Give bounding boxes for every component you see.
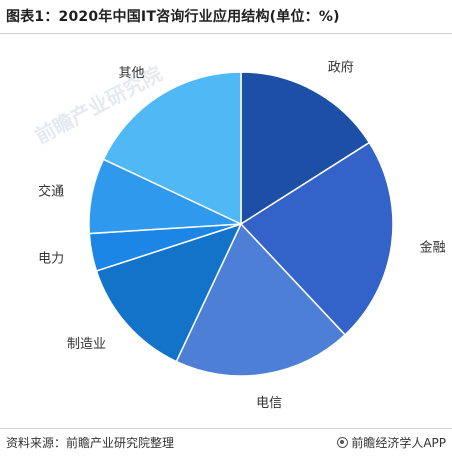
slice-label: 政府 xyxy=(328,60,354,75)
footer-divider xyxy=(0,428,452,429)
slice-label: 制造业 xyxy=(67,337,106,352)
brand-credit: 前瞻经济学人APP xyxy=(337,434,446,451)
pie-slice xyxy=(240,71,371,226)
pie-slices xyxy=(88,71,394,377)
pie-slice xyxy=(95,222,243,363)
source-note: 资料来源：前瞻产业研究院整理 xyxy=(6,436,175,450)
pie-slice xyxy=(239,141,394,336)
pie-slice xyxy=(102,71,242,226)
pie-slice xyxy=(175,222,347,377)
slice-label: 其他 xyxy=(119,66,145,81)
slice-label: 交通 xyxy=(38,183,64,199)
brand-name: 前瞻经济学人APP xyxy=(351,436,446,450)
title-divider xyxy=(0,33,452,34)
slice-label: 电信 xyxy=(256,396,282,411)
slice-label: 金融 xyxy=(420,240,446,256)
chart-title: 图表1：2020年中国IT咨询行业应用结构(单位：%) xyxy=(6,9,340,25)
brand-logo-icon xyxy=(337,437,349,448)
slice-label: 电力 xyxy=(38,252,64,267)
